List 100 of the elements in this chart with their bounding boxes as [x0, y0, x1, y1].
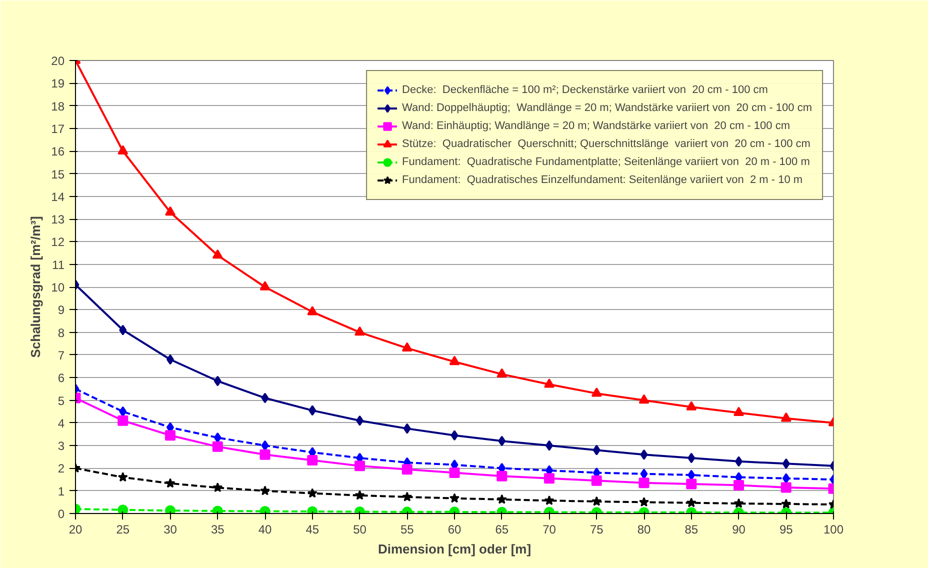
y-tick-label: 14 [51, 190, 65, 204]
point [782, 473, 790, 484]
y-tick-label: 10 [51, 280, 65, 294]
x-tick-label: 100 [823, 522, 844, 536]
legend-label: Wand: Doppelhäuptig; Wandlänge = 20 m; Wandstärke variiert von 20 cm - 100 cm [402, 101, 812, 116]
point [260, 449, 270, 460]
y-tick-label: 11 [52, 258, 65, 272]
y-tick-label: 3 [58, 439, 65, 454]
y-tick-label: 18 [51, 99, 65, 114]
y-tick-label: 6 [58, 371, 65, 386]
point [638, 394, 650, 404]
point [781, 498, 792, 508]
point [354, 490, 365, 500]
point [307, 306, 318, 316]
point [119, 324, 127, 336]
y-tick-label: 17 [51, 122, 65, 136]
point [780, 482, 792, 493]
point [402, 464, 412, 475]
point [498, 436, 506, 446]
x-tick-label: 85 [684, 522, 698, 536]
point [118, 504, 128, 514]
point [686, 401, 697, 410]
y-tick-label: 15 [51, 167, 65, 182]
point [449, 493, 460, 503]
x-tick-label: 80 [637, 522, 651, 536]
x-tick-label: 35 [210, 522, 225, 536]
y-tick-label: 12 [51, 235, 65, 250]
y-tick-label: 13 [51, 212, 65, 227]
x-tick-label: 55 [400, 522, 414, 536]
legend-label: Fundament: Quadratisches Einzelfundament: Seitenlänge variiert von 2 m - 10 m [402, 173, 803, 188]
point [165, 430, 176, 441]
point [496, 470, 508, 482]
point [165, 505, 176, 514]
y-tick-label: 20 [51, 54, 65, 68]
point [592, 496, 602, 506]
x-tick-label: 40 [258, 522, 272, 536]
y-tick-label: 0 [58, 507, 65, 521]
legend-label: Fundament: Quadratische Fundamentplatte; Seitenlänge variiert von 20 m - 100 m [402, 155, 810, 170]
x-tick-label: 20 [68, 522, 82, 536]
point [214, 432, 222, 443]
x-tick-label: 50 [353, 522, 367, 536]
point [449, 356, 460, 366]
point [688, 470, 696, 480]
point [212, 441, 223, 452]
point [119, 406, 127, 417]
y-tick-label: 1 [58, 484, 65, 498]
point [640, 468, 648, 480]
point [261, 440, 269, 451]
point [118, 472, 128, 482]
point [734, 406, 744, 416]
y-axis-title: Schalungsgrad [m²/m³] [28, 216, 44, 358]
point [734, 480, 744, 490]
point [165, 206, 176, 216]
point [165, 478, 176, 488]
point [307, 455, 318, 466]
point [402, 342, 412, 352]
point [214, 376, 222, 386]
point [212, 482, 223, 492]
point [591, 475, 602, 486]
point [782, 458, 790, 469]
point [734, 498, 744, 508]
point [591, 388, 602, 397]
point [688, 452, 696, 464]
x-tick-label: 45 [306, 522, 320, 536]
point [260, 486, 270, 496]
point [544, 378, 554, 388]
x-tick-label: 65 [495, 522, 509, 536]
y-tick-label: 2 [58, 462, 65, 476]
point [544, 495, 554, 505]
x-tick-label: 25 [116, 522, 130, 536]
y-tick-label: 16 [51, 144, 65, 159]
point [212, 249, 223, 259]
x-axis-title: Dimension [cm] oder [m] [378, 542, 532, 556]
point [496, 494, 507, 504]
point [686, 498, 696, 508]
point [403, 423, 411, 434]
point [638, 496, 650, 507]
x-tick-label: 95 [779, 522, 794, 536]
point [212, 506, 223, 514]
point [686, 478, 697, 490]
point [354, 460, 365, 472]
x-tick-label: 75 [590, 522, 604, 536]
point [496, 368, 508, 378]
y-tick-label: 8 [58, 326, 65, 340]
x-tick-label: 60 [448, 522, 462, 536]
legend-label: Decke: Deckenfläche = 100 m²; Deckenstärke variiert von 20 cm - 100 cm [402, 83, 768, 98]
legend-label: Stütze: Quadratischer Querschnitt; Querschnittslänge variiert von 20 cm - 100 cm [402, 137, 810, 152]
y-tick-label: 9 [58, 303, 65, 318]
legend-label: Wand: Einhäuptig; Wandlänge = 20 m; Wandstärke variiert von 20 cm - 100 cm [402, 119, 790, 134]
point [354, 326, 365, 336]
y-tick-label: 19 [51, 76, 65, 91]
point [307, 488, 318, 498]
point [308, 405, 316, 416]
y-tick-label: 7 [58, 348, 65, 362]
point [118, 415, 128, 426]
point [260, 281, 270, 290]
point [638, 478, 650, 488]
point [449, 467, 460, 478]
point [544, 473, 554, 484]
point [592, 444, 600, 456]
